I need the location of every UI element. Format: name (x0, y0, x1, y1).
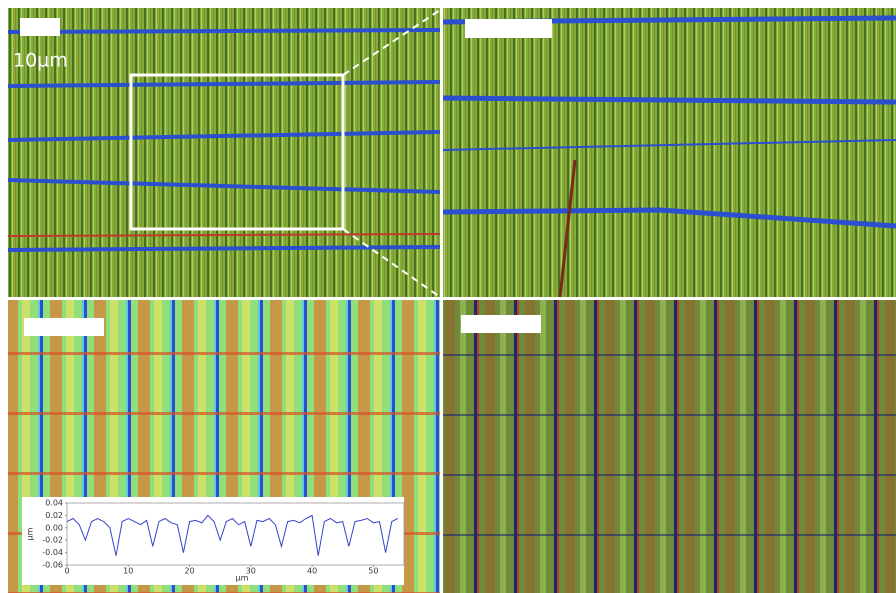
figure: 10µm µm µm -0.06-0.04-0.020.000.020.0401… (0, 0, 896, 593)
y-tick-label: -0.02 (42, 536, 63, 545)
x-tick-label: 30 (246, 567, 256, 576)
y-axis-label: µm (26, 527, 35, 540)
scale-bar (465, 19, 552, 38)
scale-bar (20, 18, 60, 36)
x-tick-label: 0 (64, 567, 69, 576)
y-tick-label: 0.02 (45, 511, 63, 520)
x-tick-label: 10 (123, 567, 133, 576)
y-tick-label: -0.06 (42, 561, 63, 570)
scale-label: 10µm (13, 50, 68, 72)
scale-bar (24, 318, 104, 336)
scale-bar (461, 315, 541, 333)
panel-detail (443, 300, 896, 593)
y-tick-label: 0.00 (45, 523, 63, 532)
y-tick-label: -0.04 (42, 548, 63, 557)
panel-zoom (443, 8, 896, 297)
x-tick-label: 50 (368, 567, 378, 576)
profile-inset (22, 497, 404, 585)
x-tick-label: 40 (307, 567, 317, 576)
y-tick-label: 0.04 (45, 499, 63, 508)
x-tick-label: 20 (184, 567, 194, 576)
panel-overview (8, 8, 440, 297)
